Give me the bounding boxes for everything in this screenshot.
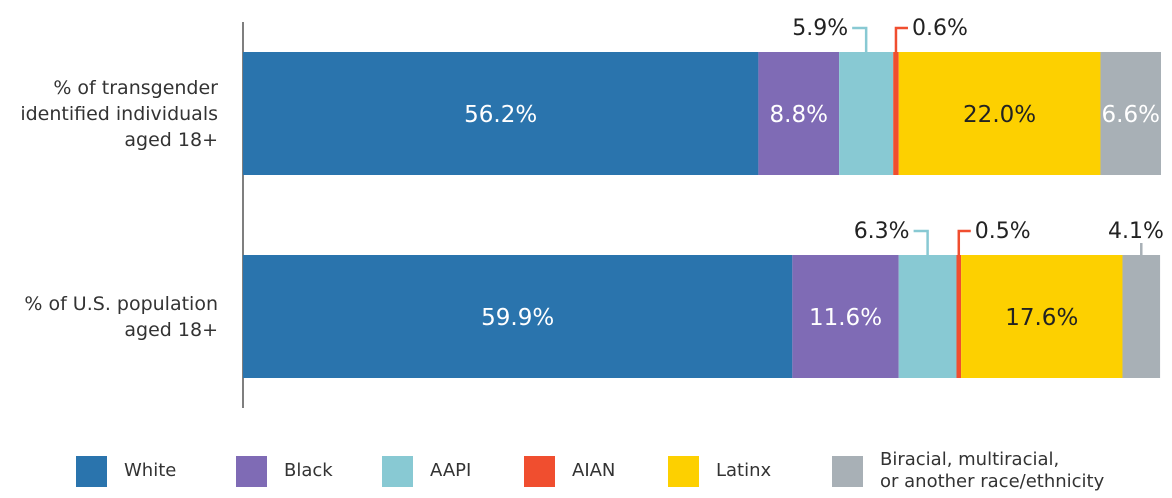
leader-line <box>913 229 929 255</box>
legend-swatch <box>382 456 413 487</box>
bar-segment <box>243 52 759 175</box>
legend-label: White <box>124 460 177 481</box>
bar-segment <box>956 255 962 378</box>
bar-segment <box>1100 52 1161 175</box>
bar-segment <box>839 52 894 175</box>
leader-line <box>957 229 971 255</box>
legend-label: Black <box>284 460 333 481</box>
bar-segment <box>898 255 957 378</box>
value-label: 6.3% <box>854 219 910 244</box>
bar-segment <box>758 52 840 175</box>
bar-segment <box>961 255 1123 378</box>
value-label: 11.6% <box>809 305 882 331</box>
value-label: 17.6% <box>1005 305 1078 331</box>
value-label: 0.5% <box>975 219 1031 244</box>
value-label: 0.6% <box>912 16 968 41</box>
value-label: 5.9% <box>792 16 848 41</box>
value-label: 59.9% <box>481 305 554 331</box>
legend-label: AIAN <box>572 460 616 481</box>
bar-segment <box>792 255 899 378</box>
legend-swatch <box>76 456 107 487</box>
bar-segment <box>1122 255 1161 378</box>
bar-segment <box>893 52 899 175</box>
legend-label: Biracial, multiracial, or another race/e… <box>880 449 1105 492</box>
leader-line <box>852 26 868 52</box>
legend-swatch <box>832 456 863 487</box>
category-label: % of U.S. population aged 18+ <box>24 292 218 341</box>
value-label: 8.8% <box>770 102 828 128</box>
legend-swatch <box>236 456 267 487</box>
value-label: 6.6% <box>1102 102 1160 128</box>
legend-label: Latinx <box>716 460 772 481</box>
value-label: 56.2% <box>464 102 537 128</box>
legend-swatch <box>668 456 699 487</box>
value-label: 4.1% <box>1108 219 1164 244</box>
legend-swatch <box>524 456 555 487</box>
bar-segment <box>243 255 793 378</box>
leader-line <box>894 26 908 52</box>
category-label: % of transgender identified individuals … <box>20 76 218 151</box>
legend-label: AAPI <box>430 460 472 481</box>
bar-segment <box>898 52 1101 175</box>
value-label: 22.0% <box>963 102 1036 128</box>
